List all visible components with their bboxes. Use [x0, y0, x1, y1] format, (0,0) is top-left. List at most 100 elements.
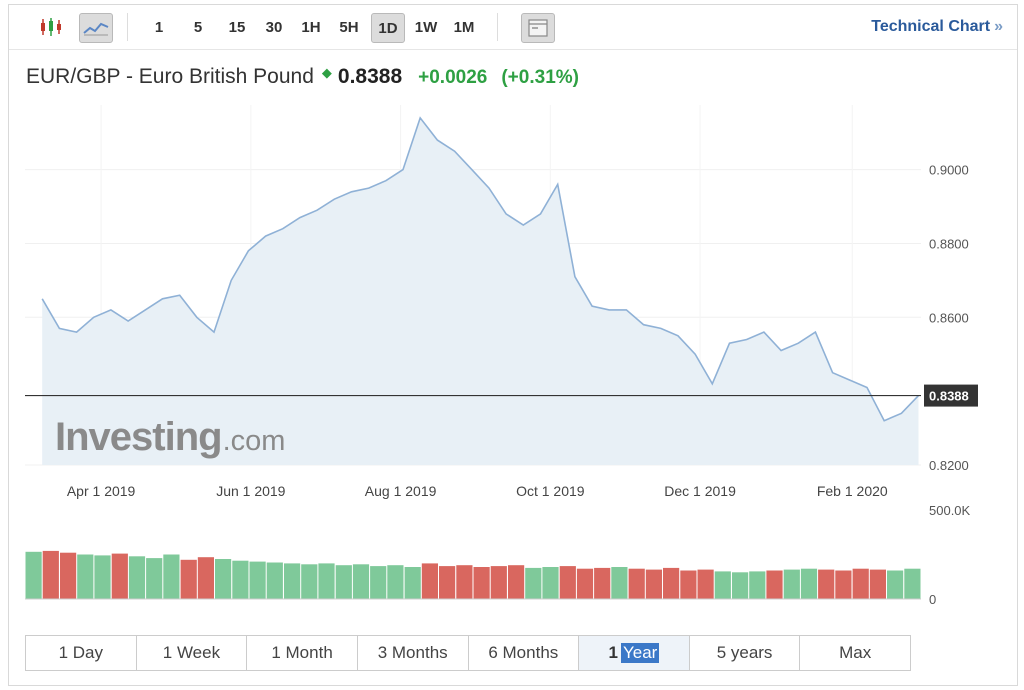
- volume-bar: [197, 557, 214, 599]
- volume-tick-label: 500.0K: [929, 503, 971, 518]
- y-tick-label: 0.8600: [929, 310, 969, 325]
- interval-30[interactable]: 30: [265, 18, 283, 36]
- volume-bar: [77, 554, 94, 599]
- volume-bar: [852, 568, 869, 599]
- x-tick-label: Dec 1 2019: [664, 483, 736, 499]
- volume-bar: [163, 554, 180, 599]
- window-icon[interactable]: [521, 13, 555, 43]
- volume-bar: [594, 567, 611, 599]
- volume-bar: [663, 567, 680, 599]
- volume-tick-label: 0: [929, 592, 936, 607]
- volume-bar: [645, 569, 662, 599]
- volume-bar: [284, 563, 301, 599]
- range-5-years[interactable]: 5 years: [690, 636, 801, 670]
- volume-bar: [42, 550, 59, 599]
- range-6-months[interactable]: 6 Months: [469, 636, 580, 670]
- y-tick-label: 0.9000: [929, 163, 969, 178]
- volume-bar: [456, 565, 473, 599]
- x-tick-label: Feb 1 2020: [817, 483, 888, 499]
- interval-15[interactable]: 15: [228, 18, 246, 36]
- volume-bar: [60, 552, 77, 599]
- volume-bar: [318, 563, 335, 599]
- range-1-year-highlight: Year: [620, 643, 660, 663]
- instrument-name: EUR/GBP - Euro British Pound: [26, 65, 314, 88]
- volume-bar: [628, 568, 645, 599]
- volume-bar: [783, 569, 800, 599]
- chevron-right-icon: »: [994, 18, 1003, 35]
- y-tick-label: 0.8200: [929, 458, 969, 473]
- volume-bar: [232, 560, 249, 599]
- volume-bar: [301, 564, 318, 599]
- price-chart: 0.9000 0.8800 0.8600 0.8200 0.8388 Apr 1 2019…: [25, 105, 978, 607]
- volume-bar: [732, 572, 749, 599]
- quote-header: EUR/GBP - Euro British Pound ◆ 0.8388 +0…: [26, 65, 579, 89]
- range-3-months[interactable]: 3 Months: [358, 636, 469, 670]
- x-tick-label: Jun 1 2019: [216, 483, 285, 499]
- range-1-week[interactable]: 1 Week: [137, 636, 248, 670]
- range-1-day[interactable]: 1 Day: [26, 636, 137, 670]
- watermark-brand: Investing: [55, 415, 223, 459]
- range-max[interactable]: Max: [839, 643, 872, 662]
- price-area: [42, 117, 919, 466]
- volume-bar: [525, 567, 542, 599]
- volume-bar: [490, 566, 507, 599]
- volume-bar: [800, 568, 818, 599]
- volume-bar: [576, 568, 594, 599]
- interval-1[interactable]: 1: [154, 18, 164, 36]
- interval-1w[interactable]: 1W: [414, 18, 438, 36]
- volume-bar: [611, 567, 628, 599]
- x-tick-label: Aug 1 2019: [365, 483, 437, 499]
- interval-1h[interactable]: 1H: [301, 18, 321, 36]
- volume-bar: [835, 570, 852, 599]
- range-1-year[interactable]: 1 Year: [579, 636, 690, 670]
- volume-bar: [266, 562, 283, 599]
- volume-bar: [680, 570, 697, 599]
- volume-bar: [352, 564, 370, 599]
- volume-bar: [542, 567, 559, 599]
- volume-bar: [421, 563, 438, 599]
- watermark-suffix: .com: [222, 425, 286, 457]
- volume-bar: [111, 553, 128, 599]
- interval-5h[interactable]: 5H: [339, 18, 359, 36]
- volume-bar: [473, 567, 490, 599]
- price-change-percent: (+0.31%): [501, 67, 579, 88]
- price-change: +0.0026: [418, 67, 488, 88]
- investing-watermark: Investing .com: [55, 415, 285, 460]
- volume-bar: [766, 570, 783, 599]
- volume-bar: [180, 559, 197, 599]
- interval-1m[interactable]: 1M: [453, 18, 475, 36]
- interval-5[interactable]: 5: [193, 18, 203, 36]
- volume-bar: [335, 565, 352, 599]
- volume-bar: [697, 569, 714, 599]
- y-tick-label: 0.8800: [929, 236, 969, 251]
- interval-1d[interactable]: 1D: [371, 13, 405, 43]
- technical-chart-link[interactable]: Technical Chart»: [871, 18, 1003, 36]
- candlestick-icon[interactable]: [31, 13, 71, 41]
- volume-bar: [904, 568, 921, 599]
- volume-bar: [215, 559, 232, 599]
- volume-bar: [508, 565, 525, 599]
- volume-bar: [887, 570, 904, 599]
- toolbar-separator: [497, 13, 498, 41]
- volume-bar: [439, 566, 456, 599]
- last-price-badge: [924, 384, 978, 407]
- volume-bar: [249, 561, 266, 599]
- toolbar-separator: [127, 13, 128, 41]
- range-1-year-prefix: 1: [608, 643, 618, 662]
- volume-bar: [128, 556, 146, 599]
- technical-chart-label: Technical Chart: [871, 18, 991, 35]
- x-tick-label: Apr 1 2019: [67, 483, 136, 499]
- volume-bar: [94, 555, 111, 599]
- last-price-label: 0.8388: [929, 389, 969, 404]
- x-tick-label: Oct 1 2019: [516, 483, 585, 499]
- chart-widget: 1 5 15 30 1H 5H 1D 1W 1M Technical Chart…: [8, 4, 1018, 686]
- volume-bar: [146, 558, 163, 599]
- volume-bar: [818, 569, 835, 599]
- volume-bar: [404, 567, 421, 599]
- line-chart-icon[interactable]: [79, 13, 113, 43]
- price-line: [41, 116, 920, 422]
- range-1-month[interactable]: 1 Month: [247, 636, 358, 670]
- up-arrow-icon: ◆: [321, 65, 332, 80]
- chart-toolbar: 1 5 15 30 1H 5H 1D 1W 1M Technical Chart…: [9, 5, 1017, 50]
- volume-bar: [714, 571, 731, 599]
